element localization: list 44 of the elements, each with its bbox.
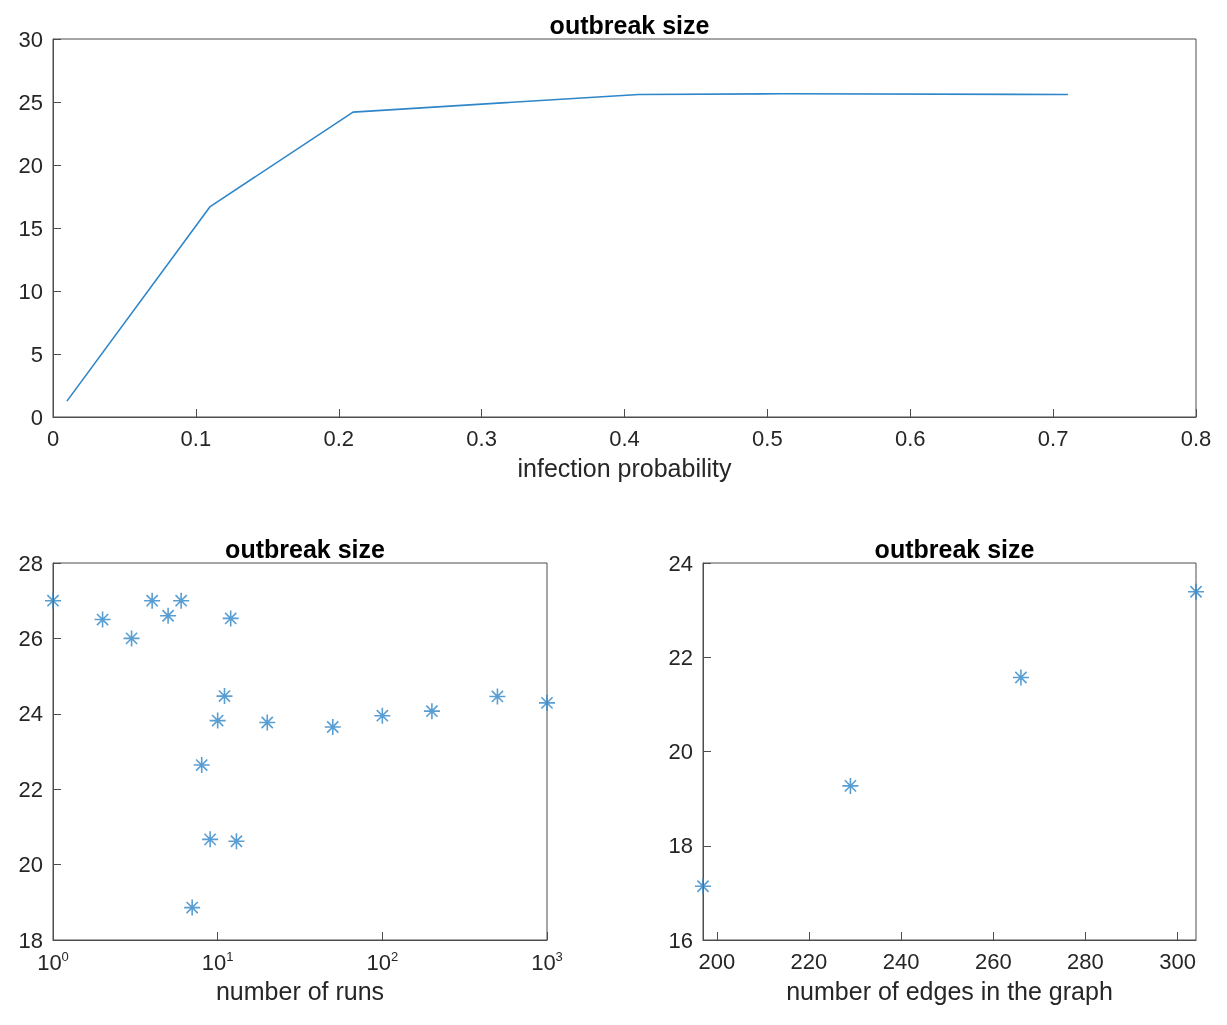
point: [841, 777, 860, 795]
y-tick-label: 28: [18, 550, 43, 576]
x-tick-label: 0: [46, 425, 60, 451]
x-tick-label: 0.7: [1037, 425, 1069, 451]
x-tick-label: 0.3: [466, 425, 497, 451]
y-tick-label: 30: [18, 26, 43, 52]
y-tick-label: 18: [668, 833, 693, 859]
y-tick-label: 18: [18, 927, 43, 953]
chart-title: outbreak size: [874, 534, 1035, 563]
point: [1187, 582, 1205, 601]
x-axis-title: number of edges in the graph: [786, 976, 1113, 1005]
point: [694, 877, 712, 896]
x-axis-title: number of runs: [215, 976, 385, 1005]
chart-title: outbreak size: [225, 534, 385, 563]
y-tick-label: 22: [668, 644, 693, 670]
y-tick-label: 25: [18, 89, 43, 115]
y-tick-label: 26: [18, 625, 43, 651]
y-tick-label: 20: [18, 152, 43, 178]
y-tick-label: 10: [18, 278, 43, 304]
y-tick-label: 22: [18, 776, 43, 802]
y-tick-label: 24: [18, 701, 43, 727]
y-tick-label: 0: [30, 404, 43, 430]
x-tick-label: 240: [882, 948, 920, 974]
line-series: [66, 93, 1069, 402]
x-tick-label: 0.5: [752, 425, 783, 451]
y-tick-label: 5: [30, 341, 43, 367]
x-tick-label: 220: [790, 948, 828, 974]
x-tick-label: 0.8: [1180, 425, 1212, 451]
x-tick-label: 0.6: [894, 425, 926, 451]
y-tick-label: 15: [18, 215, 43, 241]
y-tick-label: 20: [18, 852, 43, 878]
point: [1012, 668, 1030, 687]
x-tick-label: 200: [698, 948, 736, 974]
y-tick-label: 24: [668, 550, 693, 576]
y-tick-label: 16: [668, 927, 693, 953]
x-axis-title: infection probability: [517, 453, 733, 482]
y-tick-label: 20: [668, 739, 693, 764]
x-tick-label: 0.4: [609, 425, 640, 451]
x-tick-label: 260: [974, 948, 1012, 974]
x-tick-label: 0.2: [323, 425, 355, 451]
chart-title: outbreak size: [549, 10, 710, 39]
x-tick-label: 0.1: [180, 425, 212, 451]
x-tick-label: 300: [1159, 948, 1196, 974]
x-tick-label: 280: [1067, 948, 1104, 974]
